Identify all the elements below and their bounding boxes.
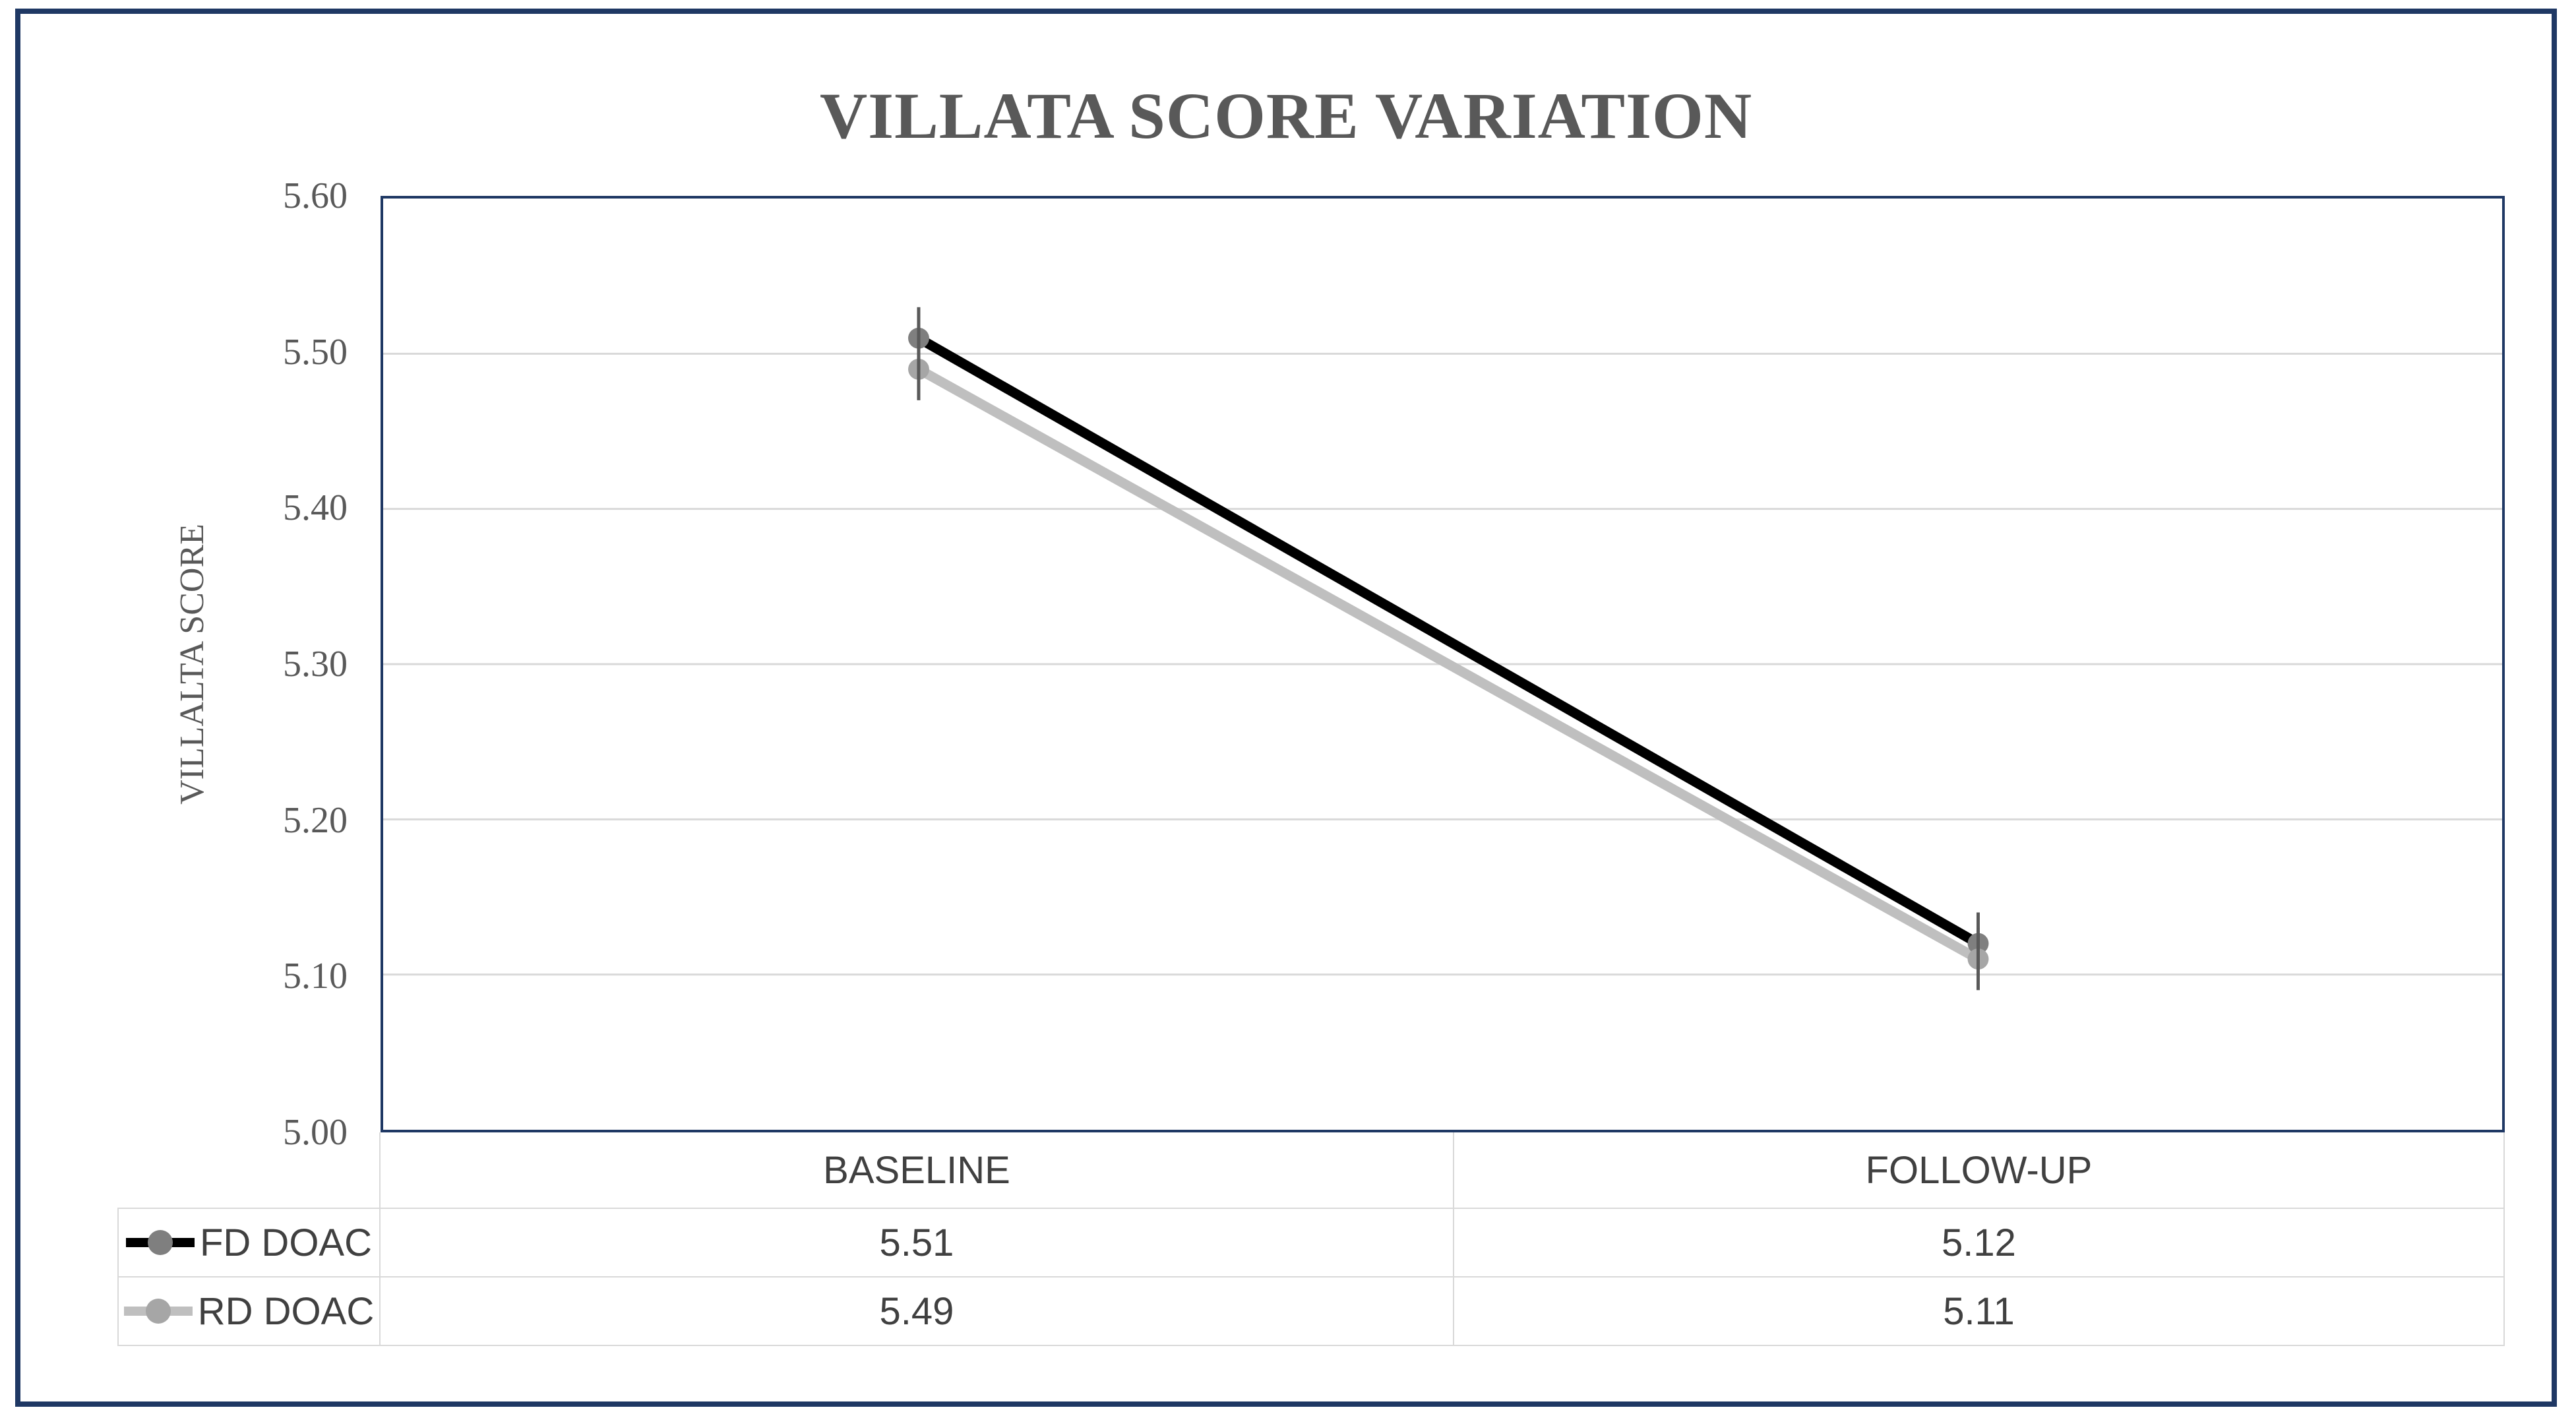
legend-label: RD DOAC	[197, 1289, 375, 1333]
legend-item-fd-doac: FD DOAC	[117, 1209, 381, 1277]
y-tick-label: 5.50	[283, 331, 348, 373]
chart-title: VILLATA SCORE VARIATION	[819, 79, 1753, 152]
y-tick-label: 5.10	[283, 956, 348, 997]
legend-key-line	[123, 1299, 193, 1324]
legend-key-marker	[148, 1230, 173, 1255]
y-tick-label: 5.30	[283, 644, 348, 685]
value-cell: 5.51	[381, 1209, 1454, 1277]
table-corner-cell	[117, 1132, 381, 1209]
legend-label: FD DOAC	[200, 1221, 372, 1264]
plot-area	[381, 196, 2505, 1132]
y-tick-label: 5.00	[283, 1112, 348, 1153]
data-table: BASELINE FOLLOW-UP FD DOAC 5.51 5.12 RD DOAC 5…	[117, 1132, 2505, 1346]
column-header-baseline: BASELINE	[381, 1132, 1454, 1209]
plot-svg	[383, 307, 2502, 991]
series-line-rd-doac	[916, 365, 1981, 964]
value-cell: 5.49	[381, 1277, 1454, 1346]
legend-item-rd-doac: RD DOAC	[117, 1277, 381, 1346]
series-line-fd-doac	[916, 334, 1981, 948]
value-cell: 5.11	[1454, 1277, 2505, 1346]
legend-key-marker	[145, 1299, 171, 1324]
y-tick-label: 5.20	[283, 799, 348, 841]
y-tick-label: 5.60	[283, 175, 348, 216]
y-tick-label: 5.40	[283, 487, 348, 529]
legend-key-line	[126, 1230, 195, 1255]
value-cell: 5.12	[1454, 1209, 2505, 1277]
column-header-follow-up: FOLLOW-UP	[1454, 1132, 2505, 1209]
